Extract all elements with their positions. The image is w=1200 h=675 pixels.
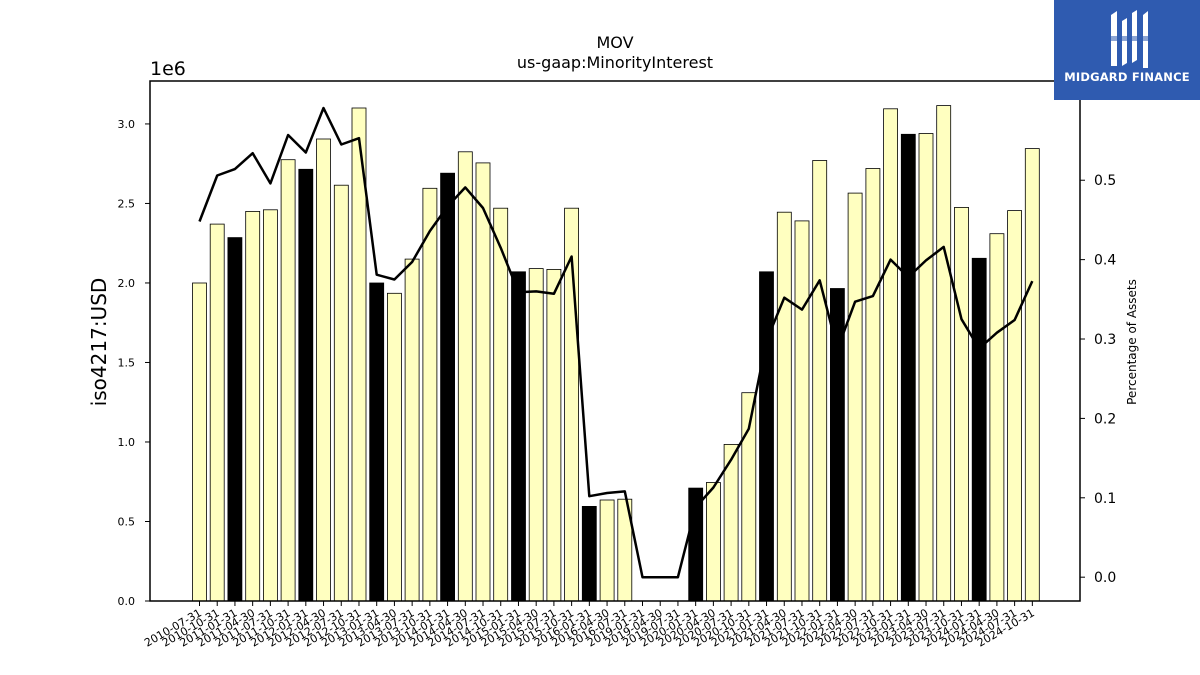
y-tick-label: 0.0	[118, 595, 136, 608]
bar	[954, 206, 969, 602]
bar	[209, 223, 225, 602]
bar	[227, 237, 243, 602]
y-tick-label: 2.0	[118, 277, 136, 290]
bar	[794, 220, 810, 602]
company-logo: MIDGARD FINANCE	[1054, 0, 1200, 100]
bar	[316, 138, 331, 602]
bar	[936, 105, 952, 602]
bar	[812, 160, 828, 602]
bar	[599, 499, 615, 602]
bar	[475, 162, 491, 602]
bar	[280, 159, 296, 602]
bar	[581, 505, 597, 602]
y2-tick-label: 0.4	[1094, 253, 1116, 269]
bar	[1007, 210, 1022, 602]
y-tick-label: 3.0	[118, 118, 136, 131]
bar	[971, 257, 987, 602]
y-axis-label: iso4217:USD	[87, 278, 111, 407]
bar	[546, 268, 562, 602]
bar	[688, 487, 704, 602]
chart-title: MOV	[596, 33, 633, 52]
y2-tick-label: 0.5	[1094, 173, 1116, 189]
bar	[369, 282, 385, 602]
logo-text: MIDGARD FINANCE	[1064, 70, 1190, 84]
bar	[759, 271, 774, 602]
y2-tick-label: 0.3	[1094, 332, 1116, 348]
y-axis-right: 0.0 0.1 0.2 0.3 0.4 0.5	[1080, 173, 1116, 586]
bar	[900, 133, 916, 602]
bar	[245, 210, 261, 602]
y-tick-label: 1.5	[118, 356, 136, 369]
bar	[706, 482, 721, 602]
chart-subtitle: us-gaap:MinorityInterest	[517, 53, 713, 72]
bar	[333, 184, 349, 602]
bar	[440, 172, 456, 602]
y-offset-label: 1e6	[150, 58, 186, 80]
bar	[422, 187, 438, 602]
bar	[511, 271, 526, 602]
bar	[457, 151, 473, 602]
y2-tick-label: 0.0	[1094, 570, 1116, 586]
bar	[404, 258, 420, 602]
bar	[493, 207, 509, 602]
y2-axis-label: Percentage of Assets	[1125, 279, 1139, 405]
y-tick-label: 0.5	[118, 515, 136, 528]
bar	[847, 192, 863, 602]
x-axis: 2010-07-312010-10-312011-01-312011-04-30…	[142, 601, 1037, 650]
y-axis-left: 0.0 0.5 1.0 1.5 2.0 2.5 3.0	[118, 118, 150, 608]
bar	[1024, 148, 1040, 602]
bar-series	[192, 105, 1040, 602]
y2-tick-label: 0.1	[1094, 491, 1116, 507]
bar	[883, 108, 898, 602]
percentage-of-assets-line	[198, 106, 1034, 579]
bar	[776, 211, 792, 602]
bar	[192, 282, 207, 602]
bar	[386, 292, 402, 602]
y2-tick-label: 0.2	[1094, 411, 1116, 427]
bar	[298, 168, 314, 602]
y-tick-label: 2.5	[118, 197, 136, 210]
midgard-logo-icon	[1106, 10, 1148, 68]
bar	[865, 168, 881, 602]
bar	[262, 209, 278, 602]
bar	[528, 268, 544, 602]
bar	[989, 233, 1005, 602]
bar	[918, 133, 934, 602]
plot-frame	[149, 80, 1081, 602]
y-tick-label: 1.0	[118, 436, 136, 449]
